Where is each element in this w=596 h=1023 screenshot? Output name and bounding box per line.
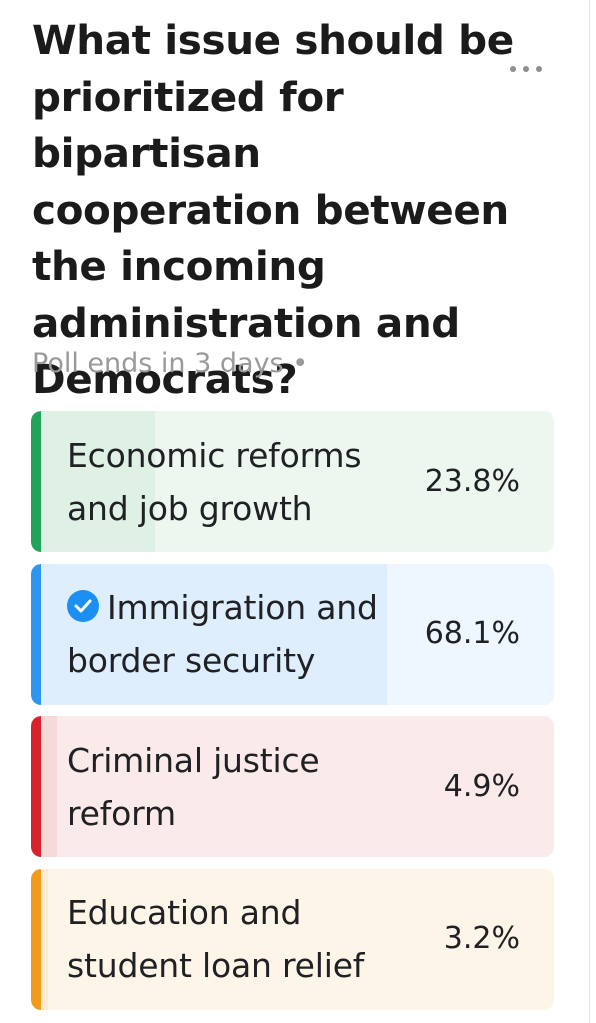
option-accent [31, 411, 41, 552]
option-label: Criminal justice reform [67, 740, 320, 833]
poll-status: Poll ends in 3 days • [32, 348, 309, 379]
more-options-dot [523, 66, 529, 72]
poll-question: What issue should be prioritized for bip… [32, 16, 514, 403]
option-label-wrapper: Immigration and border security [67, 581, 407, 687]
option-percent: 3.2% [443, 921, 520, 956]
option-percent: 4.9% [443, 768, 520, 804]
option-accent [31, 868, 41, 1010]
check-circle-icon [67, 590, 99, 622]
option-percent: 23.8% [424, 463, 520, 499]
more-options-button[interactable] [510, 63, 542, 75]
option-accent [31, 563, 41, 705]
poll-option-criminal-justice[interactable]: Criminal justice reform 4.9% [31, 716, 554, 857]
option-accent [31, 716, 41, 857]
page-divider [589, 0, 590, 1023]
option-percent: 68.1% [424, 616, 520, 651]
poll-option-immigration[interactable]: Immigration and border security 68.1% [31, 563, 554, 705]
poll-option-economic[interactable]: Economic reforms and job growth 23.8% [31, 411, 554, 552]
result-bar [31, 411, 156, 552]
more-options-icon [510, 66, 516, 72]
option-label: Economic reforms and job growth [67, 435, 362, 528]
result-bar [31, 563, 388, 705]
option-label: Immigration and border security [67, 588, 378, 680]
poll-options: Economic reforms and job growth 23.8% Im… [31, 411, 554, 1021]
poll-option-education[interactable]: Education and student loan relief 3.2% [31, 868, 554, 1010]
option-label: Education and student loan relief [67, 893, 365, 985]
more-options-dot [536, 66, 542, 72]
